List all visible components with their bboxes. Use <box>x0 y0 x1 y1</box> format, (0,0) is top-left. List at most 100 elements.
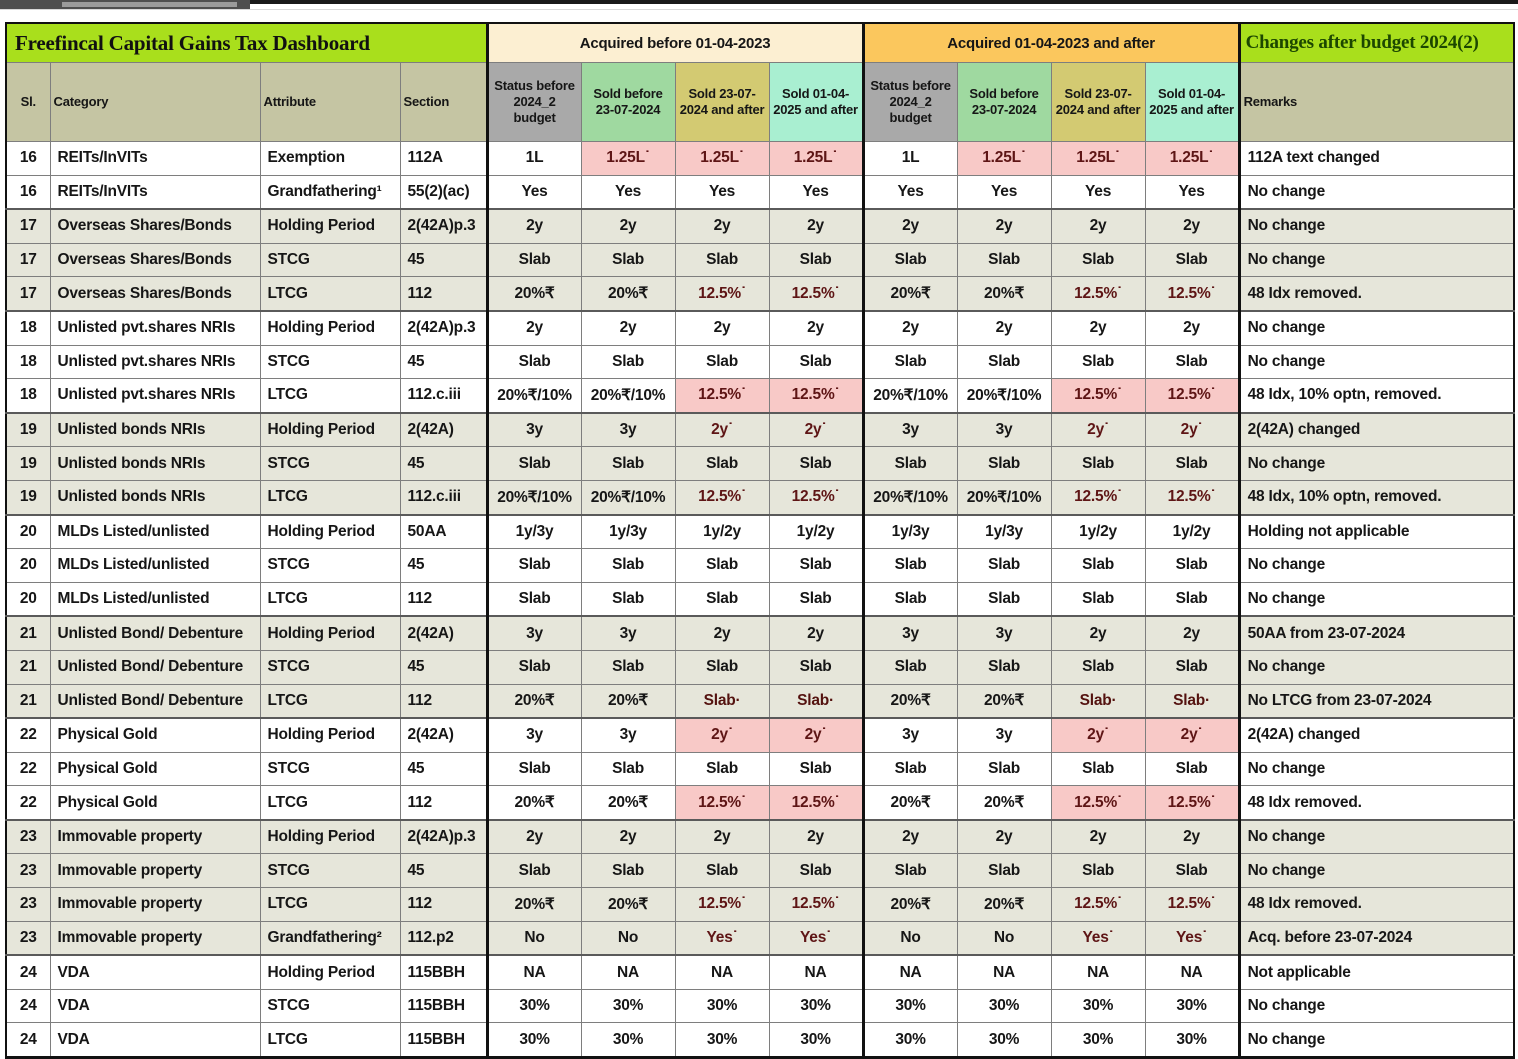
table-row: 23 Immovable property Holding Period 2(42A)… <box>5 818 1515 855</box>
cell-value: 2y <box>485 818 582 855</box>
cell-remarks: 48 Idx, 10% optn, removed. <box>1237 479 1515 516</box>
cell-value: Slab· <box>768 683 864 719</box>
col-header-section: Section <box>399 62 488 142</box>
cell-value: Slab <box>768 853 864 889</box>
cell-value: 2y <box>580 818 676 855</box>
cell-category: VDA <box>49 1022 261 1059</box>
cell-remarks: No change <box>1237 649 1515 685</box>
cell-sl: 24 <box>5 988 51 1024</box>
cell-remarks: 48 Idx removed. <box>1237 276 1515 312</box>
table-row: 24 VDA Holding Period 115BBH NA NA NA NA NA NA NA N… <box>5 954 1515 990</box>
cell-attribute: Holding Period <box>259 411 401 448</box>
cell-section: 2(42A) <box>399 615 488 651</box>
cell-category: Immovable property <box>49 920 261 956</box>
col-header-sold-after-jul-g1: Sold 23-07-2024 and after <box>674 62 770 142</box>
cell-remarks: No change <box>1237 344 1515 380</box>
cell-attribute: STCG <box>259 649 401 685</box>
table-row: 20 MLDs Listed/unlisted STCG 45 Slab Slab Slab… <box>5 548 1515 583</box>
cell-value: 20%₹ <box>485 683 582 719</box>
cell-value: NA <box>861 954 958 990</box>
cell-value: 1L <box>485 141 582 176</box>
cell-value: 3y <box>956 717 1052 753</box>
col-header-category: Category <box>49 62 261 142</box>
cell-value: 1y/3y <box>956 513 1052 550</box>
cell-section: 45 <box>399 649 488 685</box>
cell-value: 3y <box>580 411 676 448</box>
cell-value: 2y˙ <box>674 411 770 448</box>
cell-value: 2y <box>674 818 770 855</box>
cell-value: Slab <box>861 649 958 685</box>
cell-value: 2y˙ <box>768 717 864 753</box>
cell-value: 1y/3y <box>485 513 582 550</box>
cell-attribute: Grandfathering¹ <box>259 174 401 210</box>
col-header-status-before-budget-g1: Status before 2024_2 budget <box>485 62 582 142</box>
cell-value: Yes <box>485 174 582 210</box>
cell-attribute: LTCG <box>259 276 401 312</box>
cell-section: 112.c.iii <box>399 479 488 516</box>
cell-value: 20%₹/10% <box>956 378 1052 414</box>
cell-category: Physical Gold <box>49 751 261 787</box>
cell-remarks: No change <box>1237 309 1515 346</box>
cell-value: 12.5%˙ <box>768 479 864 516</box>
cell-value: Slab <box>1144 548 1240 583</box>
cell-value: Slab <box>674 548 770 583</box>
cell-value: Slab <box>580 344 676 380</box>
cell-value: 1y/3y <box>580 513 676 550</box>
cell-value: 20%₹/10% <box>861 378 958 414</box>
cell-value: Slab <box>674 344 770 380</box>
cell-value: Slab <box>485 649 582 685</box>
cell-value: Yes <box>1144 174 1240 210</box>
cell-value: 3y <box>485 411 582 448</box>
cell-attribute: Holding Period <box>259 717 401 753</box>
cell-section: 112 <box>399 581 488 617</box>
cell-sl: 17 <box>5 208 51 244</box>
cell-value: Yes˙ <box>768 920 864 956</box>
cell-value: Slab <box>861 242 958 278</box>
cell-value: 2y <box>674 208 770 244</box>
cell-value: 12.5%˙ <box>674 378 770 414</box>
cell-value: 2y <box>580 208 676 244</box>
cell-value: Slab <box>956 853 1052 889</box>
cell-attribute: LTCG <box>259 683 401 719</box>
cell-value: 2y <box>956 309 1052 346</box>
cell-section: 115BBH <box>399 954 488 990</box>
cell-value: Slab <box>861 751 958 787</box>
cell-value: 1y/2y <box>1050 513 1146 550</box>
cell-value: 12.5%˙ <box>674 785 770 821</box>
cell-value: Slab <box>861 581 958 617</box>
cell-value: Slab <box>580 581 676 617</box>
cell-sl: 18 <box>5 378 51 414</box>
cell-value: Slab <box>1144 344 1240 380</box>
cell-attribute: STCG <box>259 548 401 583</box>
capital-gains-table: Freefincal Capital Gains Tax Dashboard A… <box>5 22 1516 1059</box>
cell-category: Unlisted Bond/ Debenture <box>49 649 261 685</box>
cell-value: 1.25L˙ <box>580 141 676 176</box>
column-header-row: Sl. Category Attribute Section Status be… <box>5 62 1515 142</box>
cell-value: Slab <box>956 242 1052 278</box>
cell-category: Immovable property <box>49 887 261 922</box>
cell-value: Slab <box>956 581 1052 617</box>
cell-value: 30% <box>1050 1022 1146 1059</box>
cell-remarks: No LTCG from 23-07-2024 <box>1237 683 1515 719</box>
cell-value: Slab <box>1050 548 1146 583</box>
table-row: 20 MLDs Listed/unlisted Holding Period 50AA… <box>5 513 1515 550</box>
cell-remarks: No change <box>1237 548 1515 583</box>
cell-value: Slab <box>861 344 958 380</box>
cell-value: Slab <box>580 649 676 685</box>
cell-value: Yes <box>768 174 864 210</box>
cell-value: 2y <box>768 208 864 244</box>
cell-value: 2y˙ <box>674 717 770 753</box>
cell-category: Unlisted bonds NRIs <box>49 479 261 516</box>
cell-attribute: LTCG <box>259 378 401 414</box>
cell-value: Slab <box>1144 242 1240 278</box>
cell-value: 20%₹ <box>485 785 582 821</box>
cell-value: 12.5%˙ <box>768 276 864 312</box>
cell-remarks: No change <box>1237 818 1515 855</box>
cell-section: 115BBH <box>399 988 488 1024</box>
cell-attribute: LTCG <box>259 785 401 821</box>
cell-value: 12.5%˙ <box>1050 479 1146 516</box>
cell-section: 112A <box>399 141 488 176</box>
cell-value: Slab <box>1050 242 1146 278</box>
cell-remarks: Not applicable <box>1237 954 1515 990</box>
cell-value: 20%₹/10% <box>485 378 582 414</box>
